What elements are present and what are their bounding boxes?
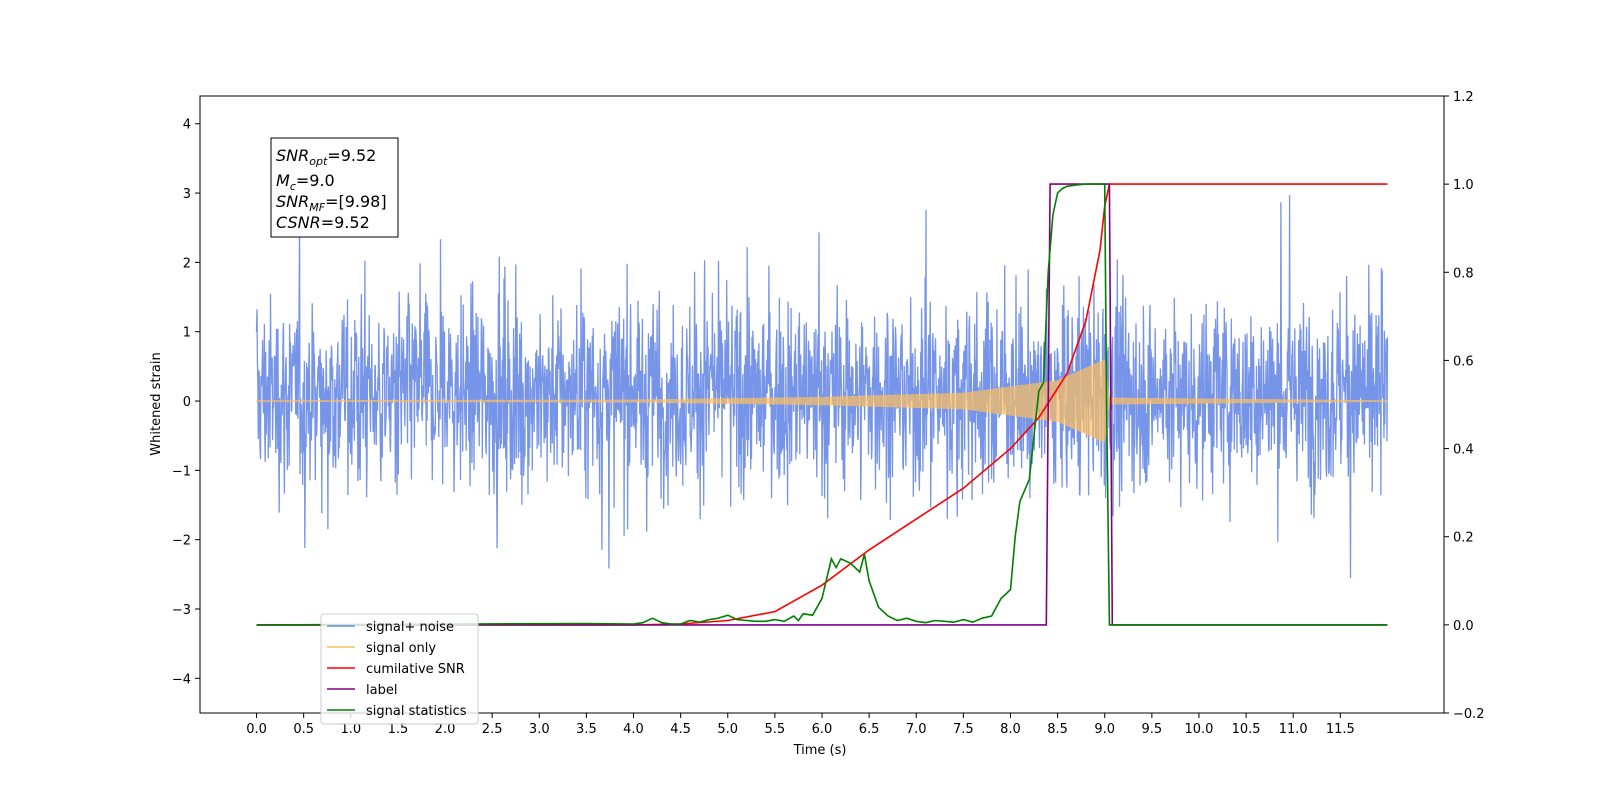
x-tick-label: 10.5 bbox=[1232, 722, 1261, 737]
legend: signal+ noise signal only cumilative SNR… bbox=[320, 613, 479, 725]
x-tick-label: 8.0 bbox=[1000, 722, 1021, 737]
series-signal-only bbox=[255, 359, 1389, 443]
y2-tick-label: 0.4 bbox=[1453, 443, 1474, 458]
y2-tick-label: 1.2 bbox=[1453, 90, 1474, 105]
x-tick-label: 0.5 bbox=[293, 722, 314, 737]
x-tick-label: 1.0 bbox=[340, 722, 361, 737]
legend-label-signal-statistics: signal statistics bbox=[366, 704, 467, 719]
info-chirp-mass: Mc=9.0 bbox=[276, 171, 335, 193]
y-tick-label: 3 bbox=[183, 187, 191, 202]
x-tick-label: 11.0 bbox=[1279, 722, 1308, 737]
y-axis-label: Whitened strain bbox=[149, 352, 164, 455]
x-tick-label: 8.5 bbox=[1047, 722, 1068, 737]
y-tick-label: 1 bbox=[183, 326, 191, 341]
series-signal-statistics bbox=[256, 183, 1388, 626]
x-tick-label: 11.5 bbox=[1326, 722, 1355, 737]
x-tick-label: 2.5 bbox=[482, 722, 503, 737]
y2-tick-label: 1.0 bbox=[1453, 178, 1474, 193]
x-tick-label: 6.0 bbox=[812, 722, 833, 737]
x-tick-label: 1.5 bbox=[388, 722, 409, 737]
series-cumulative-snr bbox=[256, 183, 1388, 626]
legend-frame bbox=[320, 613, 479, 725]
x-tick-label: 9.0 bbox=[1094, 722, 1115, 737]
y2-tick-label: 0.2 bbox=[1453, 531, 1474, 546]
x-tick-label: 4.0 bbox=[623, 722, 644, 737]
series-signal-noise bbox=[255, 195, 1389, 579]
y-tick-label: −3 bbox=[172, 603, 191, 618]
x-tick-label: 3.0 bbox=[529, 722, 550, 737]
info-box-frame bbox=[270, 137, 399, 238]
y-tick-label: 2 bbox=[183, 256, 191, 271]
x-tick-label: 3.5 bbox=[576, 722, 597, 737]
legend-label-signal-only: signal only bbox=[366, 641, 436, 656]
legend-label-cumulative-snr: cumilative SNR bbox=[366, 662, 465, 677]
x-tick-label: 7.5 bbox=[953, 722, 974, 737]
y-tick-label: −1 bbox=[172, 464, 191, 479]
x-tick-label: 9.5 bbox=[1142, 722, 1163, 737]
y-tick-label: 4 bbox=[183, 118, 191, 133]
x-tick-label: 7.0 bbox=[906, 722, 927, 737]
x-axis: 0.0 0.5 1.0 1.5 2.0 2.5 3.0 3.5 4.0 4.5 5.0 5.5 6.0 6… bbox=[246, 713, 1355, 737]
x-tick-label: 5.0 bbox=[717, 722, 738, 737]
y2-tick-label: 0.6 bbox=[1453, 354, 1474, 369]
info-box: SNRopt=9.52 Mc=9.0 SNRMF=[9.98] CSNR=9.5… bbox=[270, 137, 399, 238]
plot-area bbox=[255, 183, 1389, 626]
y-tick-label: −4 bbox=[172, 672, 191, 687]
y2-tick-label: 0.0 bbox=[1453, 619, 1474, 634]
y-axis-right: −0.2 0.0 0.2 0.4 0.6 0.8 1.0 1.2 bbox=[1444, 90, 1485, 722]
x-tick-label: 0.0 bbox=[246, 722, 267, 737]
legend-label-label: label bbox=[366, 683, 397, 698]
y-tick-label: 0 bbox=[183, 395, 191, 410]
y-axis-left: −4 −3 −2 −1 0 1 2 3 4 bbox=[172, 118, 200, 687]
y2-tick-label: −0.2 bbox=[1453, 707, 1485, 722]
y2-tick-label: 0.8 bbox=[1453, 266, 1474, 281]
x-axis-label: Time (s) bbox=[793, 743, 847, 758]
x-tick-label: 5.5 bbox=[765, 722, 786, 737]
x-tick-label: 10.0 bbox=[1184, 722, 1213, 737]
info-csnr: CSNR=9.52 bbox=[276, 213, 370, 232]
x-tick-label: 2.0 bbox=[435, 722, 456, 737]
x-tick-label: 6.5 bbox=[859, 722, 880, 737]
legend-label-signal-noise: signal+ noise bbox=[366, 620, 454, 635]
y-tick-label: −2 bbox=[172, 534, 191, 549]
x-tick-label: 4.5 bbox=[670, 722, 691, 737]
info-snr-mf: SNRMF=[9.98] bbox=[276, 192, 387, 214]
info-snr-opt: SNRopt=9.52 bbox=[276, 146, 376, 168]
